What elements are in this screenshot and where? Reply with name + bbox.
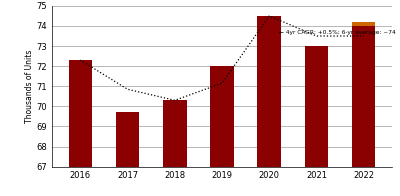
Text: ← 4yr CAGR: +0.5%; 6-yr average: ~74: ← 4yr CAGR: +0.5%; 6-yr average: ~74 [279,30,396,35]
Bar [352,26,376,196]
Bar [210,66,234,196]
Bar [305,46,328,196]
Bar [116,112,139,196]
Bar [163,100,186,196]
Bar [68,60,92,196]
Y-axis label: Thousands of Units: Thousands of Units [25,50,34,123]
Bar [352,22,376,26]
Bar [258,16,281,196]
